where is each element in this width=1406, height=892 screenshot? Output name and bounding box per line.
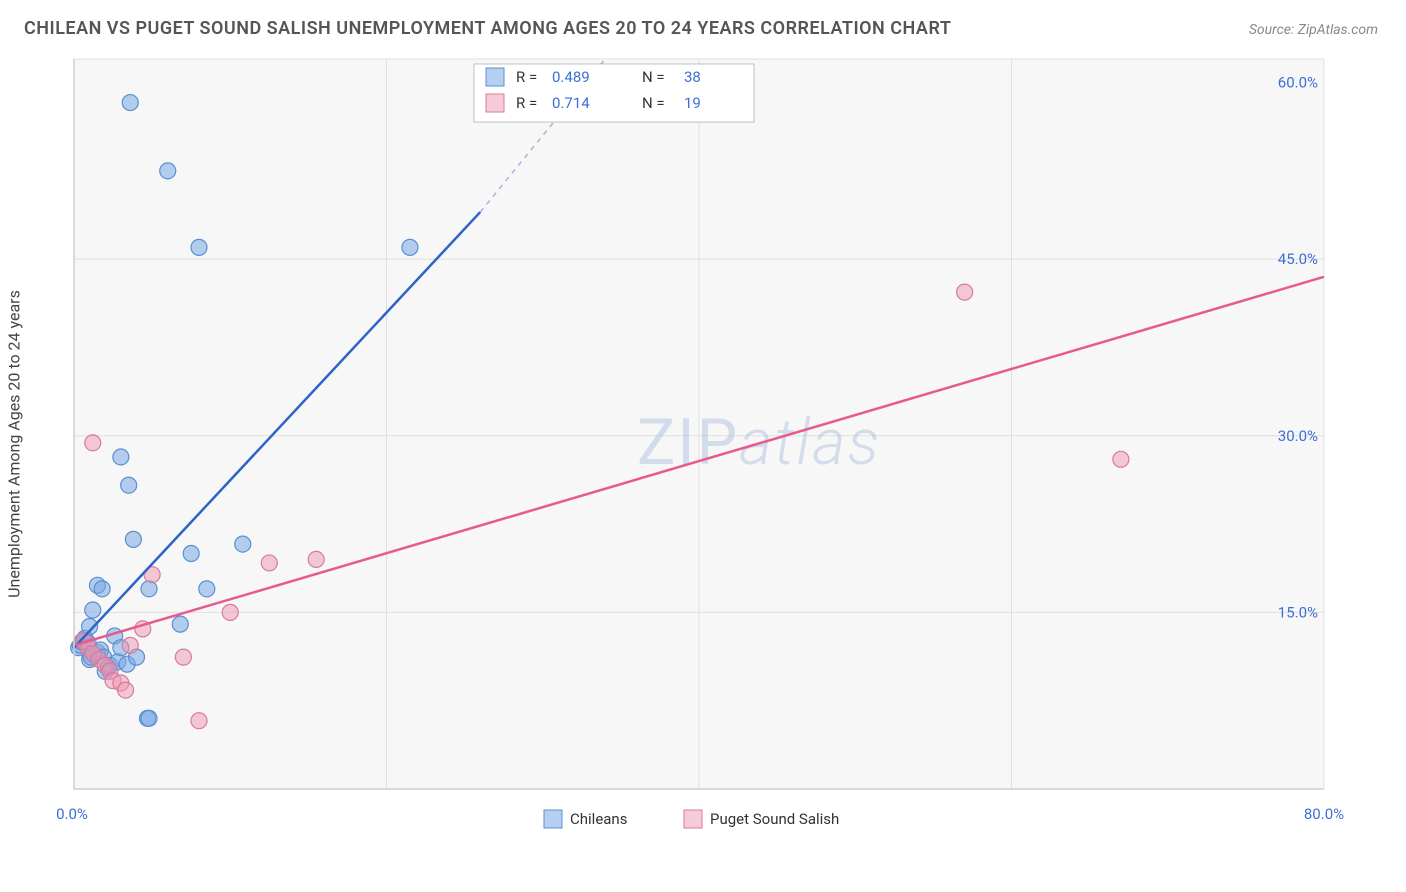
data-point: [113, 449, 129, 465]
legend-swatch: [486, 68, 504, 86]
data-point: [308, 551, 324, 567]
chart-svg: ZIPatlas15.0%30.0%45.0%60.0%0.0%80.0%R =…: [24, 49, 1344, 839]
page-title: CHILEAN VS PUGET SOUND SALISH UNEMPLOYME…: [24, 18, 951, 39]
stats-legend: R = 0.489 N = 38 R = 0.714 N = 19: [474, 64, 754, 122]
data-point: [118, 682, 134, 698]
data-point: [141, 710, 157, 726]
legend-r-label: R =: [516, 68, 537, 86]
data-point: [160, 163, 176, 179]
legend-label: Puget Sound Salish: [710, 810, 839, 828]
data-point: [183, 546, 199, 562]
data-point: [122, 95, 138, 111]
y-tick-label: 45.0%: [1278, 250, 1318, 268]
legend-n-label: N =: [642, 68, 665, 86]
x-tick-label: 0.0%: [56, 805, 88, 823]
data-point: [94, 581, 110, 597]
data-point: [121, 477, 137, 493]
y-tick-label: 15.0%: [1278, 603, 1318, 621]
data-point: [235, 536, 251, 552]
data-point: [199, 581, 215, 597]
data-point: [85, 435, 101, 451]
data-point: [261, 555, 277, 571]
y-tick-label: 30.0%: [1278, 427, 1318, 445]
series-legend: Chileans Puget Sound Salish: [544, 810, 839, 828]
legend-n-label: N =: [642, 94, 665, 112]
y-tick-label: 60.0%: [1278, 74, 1318, 92]
x-tick-label: 80.0%: [1304, 805, 1344, 823]
data-point: [172, 616, 188, 632]
correlation-chart: Unemployment Among Ages 20 to 24 years Z…: [24, 49, 1382, 839]
legend-r-value: 0.714: [552, 94, 590, 112]
legend-n-value: 19: [684, 94, 701, 112]
y-axis-label: Unemployment Among Ages 20 to 24 years: [5, 290, 24, 598]
data-point: [125, 531, 141, 547]
data-point: [402, 239, 418, 255]
data-point: [957, 284, 973, 300]
data-point: [85, 602, 101, 618]
data-point: [175, 649, 191, 665]
legend-swatch: [684, 810, 702, 828]
data-point: [122, 637, 138, 653]
legend-label: Chileans: [570, 810, 627, 828]
legend-n-value: 38: [684, 68, 701, 86]
data-point: [222, 604, 238, 620]
legend-swatch: [486, 94, 504, 112]
data-point: [191, 713, 207, 729]
data-point: [1113, 451, 1129, 467]
legend-r-value: 0.489: [552, 68, 590, 86]
legend-swatch: [544, 810, 562, 828]
data-point: [141, 581, 157, 597]
source-label: Source: ZipAtlas.com: [1249, 22, 1378, 38]
legend-r-label: R =: [516, 94, 537, 112]
data-point: [191, 239, 207, 255]
